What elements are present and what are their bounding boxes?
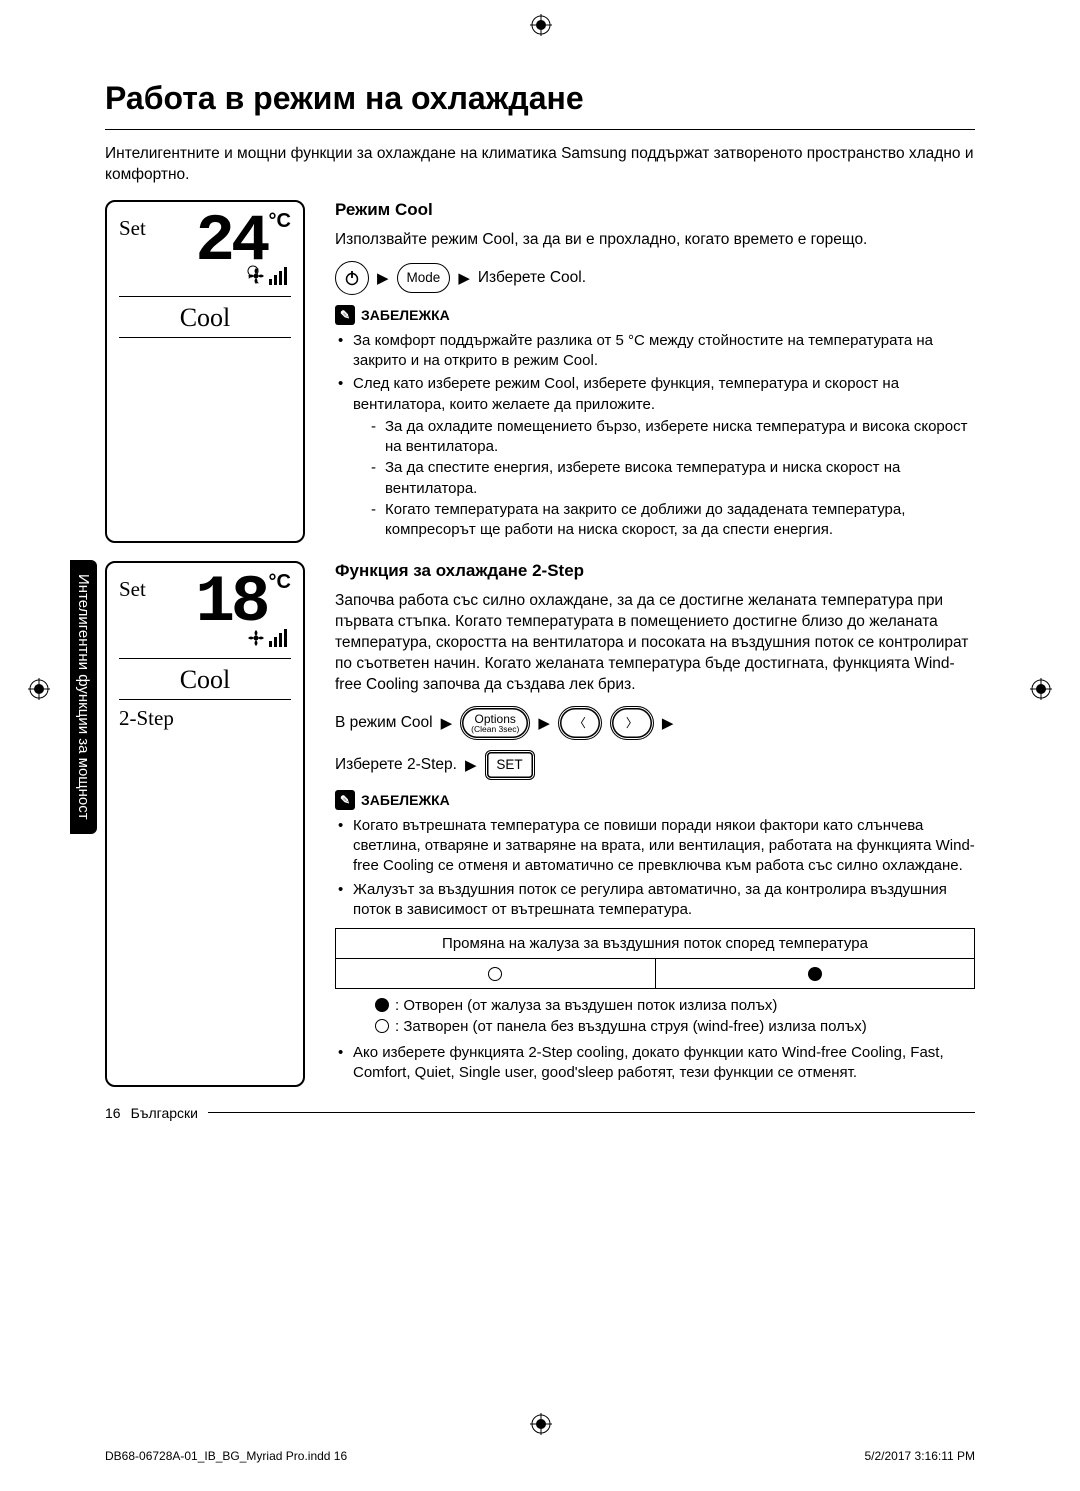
display-2step: Set 18 °C Cool 2-Step (105, 561, 305, 1086)
arrow-icon: ▶ (377, 269, 389, 287)
side-tab: Интелигентни функции за мощност (70, 560, 97, 834)
print-footer: DB68-06728A-01_IB_BG_Myriad Pro.indd 16 … (105, 1449, 975, 1463)
2step-steps-1: В режим Cool ▶ Options(Clean 3sec) ▶ 〈 〉… (335, 706, 975, 740)
note-icon: ✎ (335, 305, 355, 325)
reg-mark-bottom (530, 1413, 552, 1435)
set-button[interactable]: SET (485, 750, 535, 780)
sub-note: За да спестите енергия, изберете висока … (371, 458, 975, 499)
select-cool-text: Изберете Cool. (478, 269, 586, 287)
2step-steps-2: Изберете 2-Step. ▶ SET (335, 750, 975, 780)
cool-notes: За комфорт поддържайте разлика от 5 °C м… (335, 331, 975, 541)
sub-note: За да охладите помещението бързо, избере… (371, 417, 975, 458)
cool-heading: Режим Cool (335, 200, 975, 220)
sub-note: Когато температурата на закрито се добли… (371, 500, 975, 541)
left-button[interactable]: 〈 (558, 706, 602, 740)
note-item: След като изберете режим Cool, изберете … (335, 374, 975, 540)
mode-label-1: Cool (119, 303, 291, 333)
temp-1: 24 (195, 212, 266, 271)
power-button[interactable] (335, 261, 369, 295)
note-item: Ако изберете функцията 2-Step cooling, д… (335, 1043, 975, 1084)
options-button[interactable]: Options(Clean 3sec) (460, 706, 530, 740)
step-label: 2-Step (119, 706, 291, 731)
arrow-icon: ▶ (465, 756, 477, 774)
right-button[interactable]: 〉 (610, 706, 654, 740)
cool-desc: Използвайте режим Cool, за да ви е прохл… (335, 230, 975, 251)
cool-steps: ▶ Mode ▶ Изберете Cool. (335, 261, 975, 295)
intro-text: Интелигентните и мощни функции за охлажд… (105, 144, 975, 186)
set-label-1: Set (119, 216, 146, 241)
select-2step-text: Изберете 2-Step. (335, 756, 457, 774)
table-cell-filled (655, 959, 975, 989)
page-footer: 16 Български (105, 1105, 975, 1121)
reg-mark-left (28, 678, 50, 700)
page-content: Работа в режим на охлаждане Интелигентни… (105, 80, 975, 1121)
in-cool-text: В режим Cool (335, 714, 433, 732)
arrow-icon: ▶ (441, 714, 453, 732)
note-item: Когато вътрешната температура се повиши … (335, 816, 975, 877)
print-file: DB68-06728A-01_IB_BG_Myriad Pro.indd 16 (105, 1449, 347, 1463)
note-item: Жалузът за въздушния поток се регулира а… (335, 880, 975, 921)
legend: : Отворен (от жалуза за въздушен поток и… (335, 995, 975, 1037)
print-time: 5/2/2017 3:16:11 PM (864, 1449, 975, 1463)
page-number: 16 (105, 1105, 121, 1121)
arrow-icon: ▶ (662, 714, 674, 732)
set-label-2: Set (119, 577, 146, 602)
table-cell-open (336, 959, 656, 989)
louver-table: Промяна на жалуза за въздушния поток спо… (335, 928, 975, 989)
display-cool: Set 24 °C Cool (105, 200, 305, 543)
mode-label-2: Cool (119, 665, 291, 695)
arrow-icon: ▶ (538, 714, 550, 732)
legend-open: : Затворен (от панела без въздушна струя… (395, 1016, 867, 1037)
page-title: Работа в режим на охлаждане (105, 80, 975, 117)
legend-filled: : Отворен (от жалуза за въздушен поток и… (395, 995, 777, 1016)
reg-mark-right (1030, 678, 1052, 700)
note-label-1: ЗАБЕЛЕЖКА (361, 307, 450, 323)
note-label-2: ЗАБЕЛЕЖКА (361, 792, 450, 808)
arrow-icon: ▶ (458, 269, 470, 287)
mode-button[interactable]: Mode (397, 263, 451, 293)
2step-desc: Започва работа със силно охлаждане, за д… (335, 591, 975, 696)
unit-1: °C (269, 210, 291, 233)
unit-2: °C (269, 571, 291, 594)
temp-2: 18 (195, 573, 266, 632)
page-lang: Български (131, 1105, 198, 1121)
note-item: За комфорт поддържайте разлика от 5 °C м… (335, 331, 975, 372)
table-header: Промяна на жалуза за въздушния поток спо… (336, 929, 975, 959)
section-2step: Set 18 °C Cool 2-Step (105, 561, 975, 1086)
title-rule (105, 129, 975, 130)
2step-heading: Функция за охлаждане 2-Step (335, 561, 975, 581)
note-icon: ✎ (335, 790, 355, 810)
2step-notes: Когато вътрешната температура се повиши … (335, 816, 975, 920)
2step-notes-2: Ако изберете функцията 2-Step cooling, д… (335, 1043, 975, 1084)
section-cool: Set 24 °C Cool (105, 200, 975, 543)
reg-mark-top (530, 14, 552, 36)
